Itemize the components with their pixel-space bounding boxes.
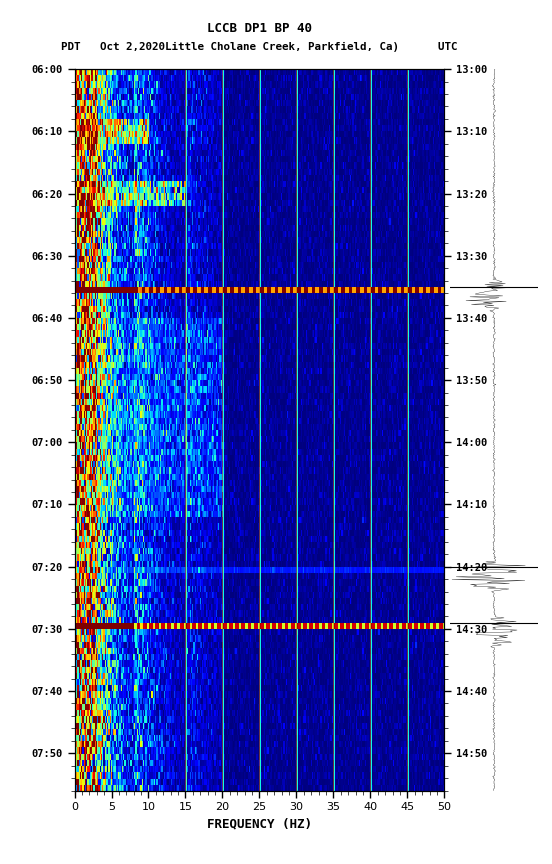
X-axis label: FREQUENCY (HZ): FREQUENCY (HZ) [207,818,312,831]
Text: PDT   Oct 2,2020Little Cholane Creek, Parkfield, Ca)      UTC: PDT Oct 2,2020Little Cholane Creek, Park… [61,41,458,52]
Text: LCCB DP1 BP 40: LCCB DP1 BP 40 [207,22,312,35]
